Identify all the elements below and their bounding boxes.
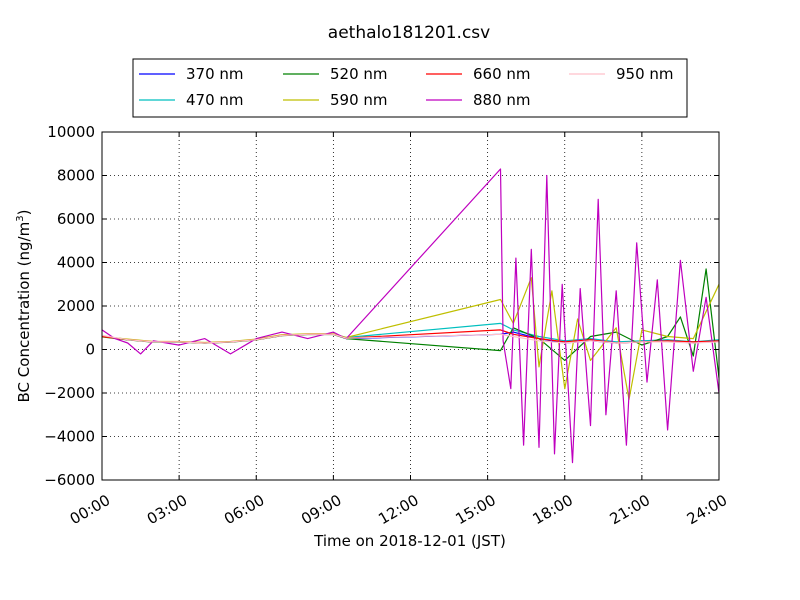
legend: 370 nm 470 nm 520 nm 590 nm 660 nm 880 nm 950 … bbox=[132, 58, 688, 118]
y-tick-label: 0 bbox=[85, 341, 95, 359]
y-axis: 10000 8000 6000 4000 2000 0 −2000 −4000 −6000 bbox=[44, 123, 719, 489]
y-axis-label-close: ) bbox=[15, 210, 33, 216]
y-tick-label: −2000 bbox=[44, 384, 95, 402]
y-tick-label: 10000 bbox=[47, 123, 95, 141]
chart-title: aethalo181201.csv bbox=[328, 23, 490, 43]
legend-label: 520 nm bbox=[330, 65, 388, 83]
series-line-880-nm bbox=[102, 168, 719, 464]
y-axis-label-main: BC Concentration (ng/m bbox=[15, 222, 33, 403]
y-axis-label-sup: 3 bbox=[15, 215, 26, 221]
legend-label: 950 nm bbox=[616, 65, 674, 83]
y-tick-label: 8000 bbox=[57, 167, 95, 185]
y-tick-label: 2000 bbox=[57, 297, 95, 315]
x-axis-label: Time on 2018-12-01 (JST) bbox=[313, 532, 506, 550]
legend-label: 470 nm bbox=[186, 91, 244, 109]
series-line-950-nm bbox=[102, 333, 719, 344]
y-tick-label: −4000 bbox=[44, 428, 95, 446]
legend-label: 590 nm bbox=[330, 91, 388, 109]
legend-label: 880 nm bbox=[473, 91, 531, 109]
y-tick-label: 4000 bbox=[57, 254, 95, 272]
series-layer bbox=[102, 168, 719, 464]
legend-box bbox=[132, 58, 688, 118]
y-tick-label: −6000 bbox=[44, 471, 95, 489]
y-tick-label: 6000 bbox=[57, 210, 95, 228]
legend-label: 370 nm bbox=[186, 65, 244, 83]
legend-label: 660 nm bbox=[473, 65, 531, 83]
y-axis-label: BC Concentration (ng/m3) bbox=[15, 210, 33, 403]
